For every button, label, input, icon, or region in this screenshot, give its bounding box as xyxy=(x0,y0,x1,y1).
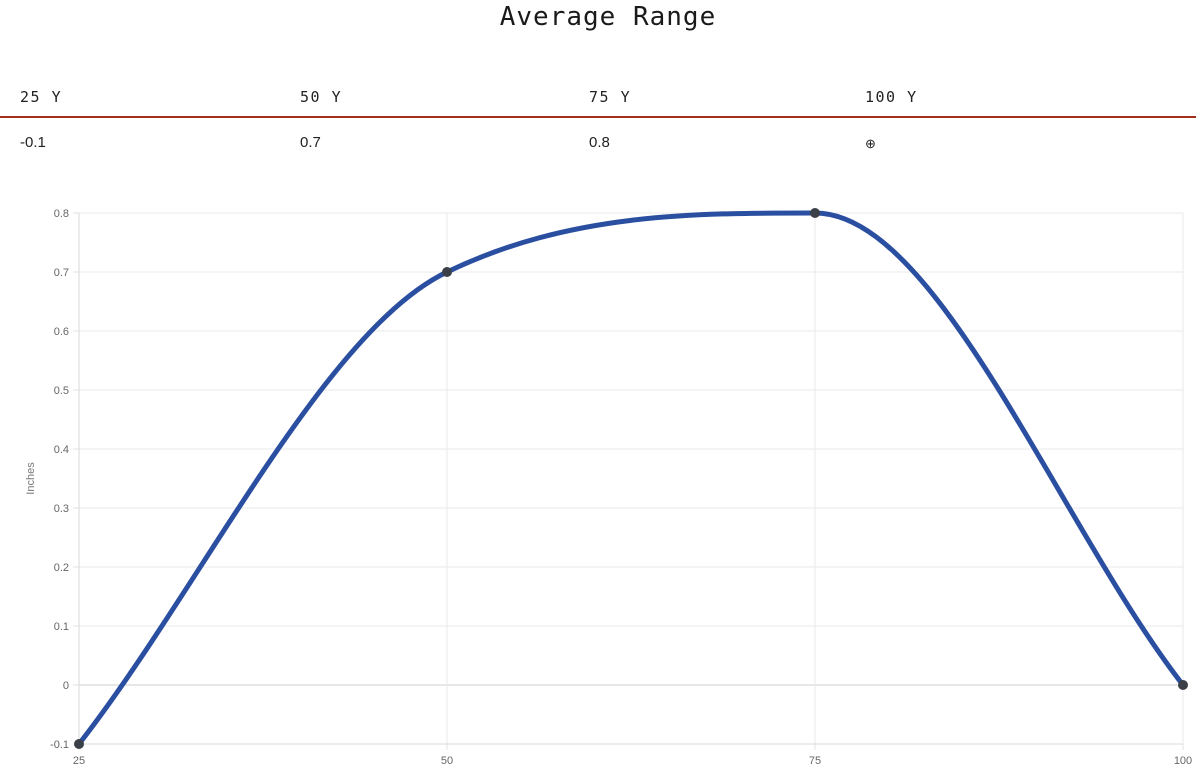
crosshair-icon: ⊕ xyxy=(865,136,876,151)
y-tick-label: 0.3 xyxy=(54,503,69,515)
y-tick-label: 0.6 xyxy=(54,326,69,338)
value-50y: 0.7 xyxy=(300,134,321,151)
header-75y: 75 Y xyxy=(589,88,632,106)
y-tick-label: -0.1 xyxy=(50,739,69,751)
y-tick-label: 0.7 xyxy=(54,267,69,279)
chart-ticks: 0.8 0.7 0.6 0.5 0.4 0.3 0.2 0.1 0 -0.1 25 50 75 100 xyxy=(50,208,1192,767)
data-point xyxy=(1178,680,1188,690)
value-25y: -0.1 xyxy=(20,134,46,151)
chart-axes xyxy=(78,213,1183,745)
range-table-header: 25 Y 50 Y 75 Y 100 Y xyxy=(0,84,1196,118)
range-line-chart: 0.8 0.7 0.6 0.5 0.4 0.3 0.2 0.1 0 -0.1 25 50 75 100 I… xyxy=(25,208,1192,767)
page-title: Average Range xyxy=(499,2,717,32)
y-tick-label: 0.8 xyxy=(54,208,69,220)
x-tick-label: 50 xyxy=(441,755,453,767)
y-axis-label: Inches xyxy=(25,462,37,495)
header-25y: 25 Y xyxy=(20,88,63,106)
series-line xyxy=(76,210,1186,747)
y-tick-label: 0 xyxy=(63,680,69,692)
header-100y: 100 Y xyxy=(865,88,918,106)
data-point xyxy=(442,267,452,277)
data-point xyxy=(810,208,820,218)
range-table-row: -0.1 0.7 0.8 ⊕ xyxy=(0,118,1196,162)
x-tick-label: 75 xyxy=(809,755,821,767)
x-tick-label: 25 xyxy=(73,755,85,767)
y-tick-label: 0.4 xyxy=(54,444,69,456)
data-point xyxy=(74,739,84,749)
y-tick-label: 0.1 xyxy=(54,621,69,633)
x-tick-label: 100 xyxy=(1174,755,1192,767)
chart-points xyxy=(74,208,1188,749)
y-tick-label: 0.5 xyxy=(54,385,69,397)
y-tick-label: 0.2 xyxy=(54,562,69,574)
range-table: 25 Y 50 Y 75 Y 100 Y -0.1 0.7 0.8 ⊕ xyxy=(0,84,1196,162)
chart-series xyxy=(76,210,1186,747)
chart-grid xyxy=(78,212,1184,745)
header-50y: 50 Y xyxy=(300,88,343,106)
value-75y: 0.8 xyxy=(589,134,610,151)
